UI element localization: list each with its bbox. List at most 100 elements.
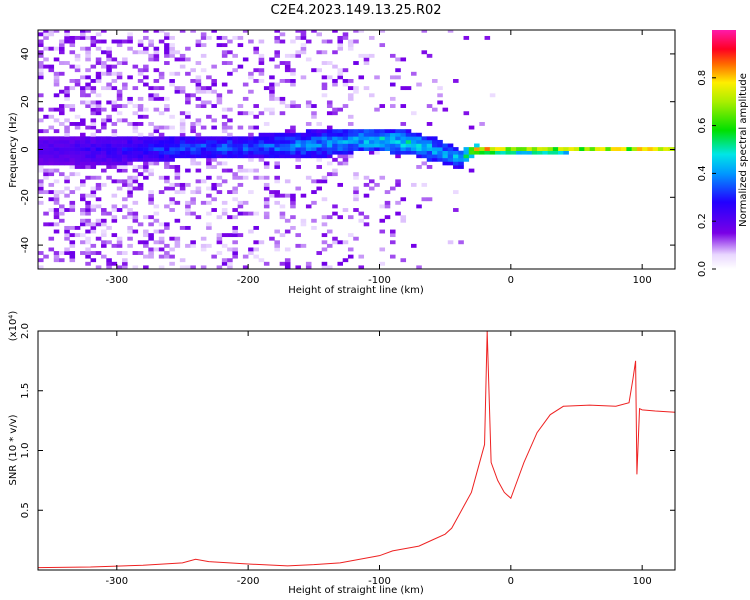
heatmap-cell xyxy=(38,129,44,134)
heatmap-cell xyxy=(153,46,160,51)
heatmap-cell xyxy=(437,86,443,91)
heatmap-cell xyxy=(38,64,44,69)
heatmap-cell xyxy=(321,150,328,155)
heatmap-cell xyxy=(363,61,370,65)
heatmap-cell xyxy=(101,125,107,130)
heatmap-cell xyxy=(80,197,86,202)
heatmap-cell xyxy=(85,240,91,245)
heatmap-cell xyxy=(521,150,527,155)
heatmap-cell xyxy=(143,165,149,169)
heatmap-cell xyxy=(232,197,238,202)
heatmap-cell xyxy=(358,218,365,223)
heatmap-cell xyxy=(284,247,291,252)
heatmap-cell xyxy=(148,215,154,220)
heatmap-cell xyxy=(227,39,233,44)
heatmap-cell xyxy=(552,147,559,151)
heatmap-cell xyxy=(321,175,328,180)
heatmap-cell xyxy=(353,136,359,141)
heatmap-cell xyxy=(269,190,275,195)
heatmap-cell xyxy=(64,161,70,166)
heatmap-cell xyxy=(253,79,259,83)
heatmap-cell xyxy=(237,168,244,173)
heatmap-cell xyxy=(80,143,86,148)
heatmap-cell xyxy=(69,147,76,151)
heatmap-cell xyxy=(90,111,97,116)
heatmap-cell xyxy=(274,39,280,44)
heatmap-cell xyxy=(38,154,44,159)
heatmap-cell xyxy=(363,86,370,91)
heatmap-cell xyxy=(206,161,212,166)
heatmap-cell xyxy=(143,46,149,51)
heatmap-cell xyxy=(347,39,354,44)
heatmap-cell xyxy=(137,96,144,101)
heatmap-cell xyxy=(132,50,139,55)
heatmap-cell xyxy=(53,82,60,87)
heatmap-cell xyxy=(311,143,317,148)
heatmap-cell xyxy=(258,79,265,83)
snr-chart: -300 -200 -100 0 100 0.51.01.52.0 Height of … xyxy=(8,311,676,596)
heatmap-cell xyxy=(253,104,259,108)
heatmap-cell xyxy=(347,136,354,141)
heatmap-cell xyxy=(64,61,70,65)
heatmap-cell xyxy=(143,161,149,166)
heatmap-cell xyxy=(216,147,223,151)
heatmap-cell xyxy=(253,240,259,245)
heatmap-cell xyxy=(53,143,60,148)
spectrogram-x-ticks: -300 -200 -100 0 100 xyxy=(105,30,652,286)
heatmap-cell xyxy=(368,35,375,40)
heatmap-cell xyxy=(242,150,249,155)
heatmap-cell xyxy=(85,254,91,259)
heatmap-cell xyxy=(242,154,249,159)
heatmap-cell xyxy=(447,154,454,159)
heatmap-cell xyxy=(316,154,322,159)
heatmap-cell xyxy=(652,147,659,151)
heatmap-cell xyxy=(400,197,407,202)
heatmap-cell xyxy=(111,193,118,198)
heatmap-cell xyxy=(211,64,217,69)
heatmap-cell xyxy=(479,150,485,155)
heatmap-cell xyxy=(101,147,107,151)
heatmap-cell xyxy=(169,46,175,51)
heatmap-cell xyxy=(295,154,301,159)
heatmap-cell xyxy=(38,43,44,48)
heatmap-cell xyxy=(237,182,244,187)
heatmap-cell xyxy=(295,243,301,248)
heatmap-cell xyxy=(269,89,275,94)
heatmap-cell xyxy=(111,143,118,148)
heatmap-cell xyxy=(400,150,407,155)
heatmap-cell xyxy=(137,157,144,162)
heatmap-cell xyxy=(347,139,354,144)
heatmap-cell xyxy=(311,30,317,33)
heatmap-cell xyxy=(248,111,254,116)
heatmap-cell xyxy=(116,104,123,108)
heatmap-cell xyxy=(347,147,354,151)
heatmap-cell xyxy=(153,229,160,234)
heatmap-cell xyxy=(227,71,233,76)
heatmap-cell xyxy=(132,251,139,255)
heatmap-cell xyxy=(516,147,522,151)
heatmap-cell xyxy=(95,204,102,209)
heatmap-cell xyxy=(311,150,317,155)
heatmap-cell xyxy=(290,53,296,58)
heatmap-cell xyxy=(85,247,91,252)
heatmap-cell xyxy=(274,150,280,155)
heatmap-cell xyxy=(316,132,322,137)
heatmap-cell xyxy=(85,50,91,55)
heatmap-cell xyxy=(164,179,170,184)
heatmap-cell xyxy=(305,175,312,180)
heatmap-cell xyxy=(237,233,244,238)
heatmap-cell xyxy=(389,240,396,245)
heatmap-cell xyxy=(232,68,238,73)
heatmap-cell xyxy=(69,122,76,126)
heatmap-cell xyxy=(122,39,128,44)
heatmap-cell xyxy=(185,200,191,205)
heatmap-cell xyxy=(153,30,160,33)
heatmap-cell xyxy=(132,122,139,126)
heatmap-cell xyxy=(69,154,76,159)
heatmap-cell xyxy=(95,139,102,144)
heatmap-cell xyxy=(389,233,396,238)
heatmap-cell xyxy=(332,50,338,55)
heatmap-cell xyxy=(169,79,175,83)
heatmap-cell xyxy=(279,32,286,37)
heatmap-cell xyxy=(442,143,449,148)
